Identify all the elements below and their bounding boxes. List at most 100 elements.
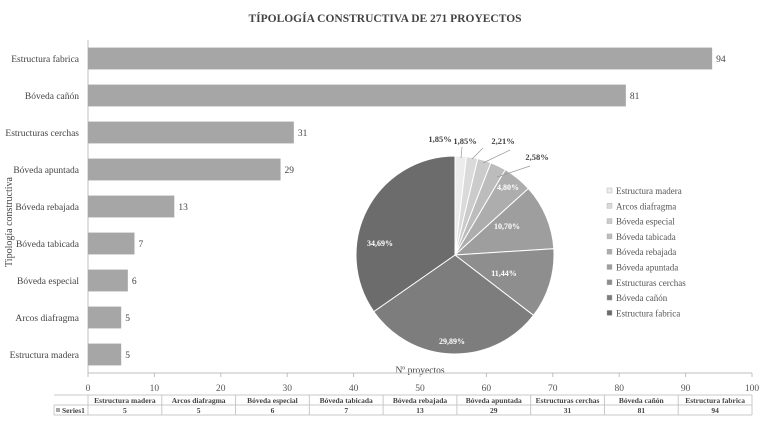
- legend-swatch: [606, 233, 613, 240]
- bar-category-label: Arcos diafragma: [15, 313, 79, 324]
- bar: [88, 195, 175, 218]
- legend-swatch: [606, 294, 613, 301]
- bar: [88, 84, 626, 107]
- legend-swatch: [606, 203, 613, 209]
- pie-legend: Estructura madera Arcos diafragma Bóveda e…: [606, 186, 686, 318]
- x-tick-label: 70: [548, 384, 558, 394]
- chart-title: TÍPOLOGÍA CONSTRUCTIVA DE 271 PROYECTOS: [248, 11, 521, 25]
- bar: [88, 343, 122, 366]
- legend-label: Bóveda rebajada: [616, 247, 676, 257]
- table-header-cell: Bóveda cañón: [619, 396, 665, 405]
- legend-swatch: [606, 279, 613, 285]
- pie-percent-label: 29,89%: [439, 337, 465, 346]
- bar-value-label: 5: [125, 314, 130, 324]
- y-axis-title: Tipología constructiva: [4, 176, 15, 266]
- x-tick-label: 50: [415, 384, 425, 394]
- bar-chart: 0 10 20 30 40 50 60 70 80 90 100 94 Estructura fabri…: [5, 40, 759, 394]
- table-header-cell: Bóveda tabicada: [320, 396, 373, 405]
- table-series-key: [56, 408, 60, 412]
- bar-value-label: 13: [178, 203, 188, 213]
- pie-percent-label: 1,85%: [428, 134, 451, 144]
- legend-label: Bóveda tabicada: [616, 232, 676, 242]
- bar-value-label: 81: [630, 92, 640, 102]
- bar: [88, 121, 294, 144]
- legend-label: Estructuras cerchas: [616, 278, 686, 288]
- table-value-cell: 31: [564, 406, 572, 415]
- bar-category-label: Bóveda tabicada: [16, 240, 80, 250]
- x-tick-label: 40: [349, 384, 359, 394]
- pie-percent-label: 4,80%: [497, 183, 519, 192]
- pie-slice: [355, 155, 456, 313]
- legend-swatch: [606, 310, 613, 316]
- legend-swatch: [606, 187, 613, 194]
- pie-percent-label: 2,58%: [525, 152, 548, 162]
- table-value-cell: 6: [271, 406, 275, 415]
- pie-leader-line: [460, 146, 463, 159]
- pie-slice: [453, 248, 555, 317]
- legend-swatch: [606, 248, 613, 255]
- x-tick-label: 90: [681, 384, 691, 394]
- bar-value-label: 94: [716, 55, 726, 65]
- bar-category-label: Bóveda apuntada: [13, 166, 79, 176]
- table-value-cell: 13: [416, 406, 424, 415]
- x-tick-label: 100: [745, 384, 760, 394]
- pie-leader-line: [496, 165, 531, 178]
- table-header-cell: Bóveda especial: [247, 396, 298, 405]
- bar: [88, 232, 135, 255]
- x-tick-label: 10: [150, 384, 160, 394]
- pie-slice: [373, 254, 535, 355]
- pie-percent-label: 1,85%: [453, 136, 476, 146]
- table-value-cell: 81: [638, 406, 646, 415]
- bar-category-label: Estructura madera: [10, 351, 80, 361]
- pie-leader-line: [482, 149, 511, 164]
- legend-label: Estructura fabrica: [616, 308, 680, 318]
- bar-category-label: Bóveda especial: [17, 277, 79, 287]
- bar: [88, 47, 713, 70]
- x-tick-label: 60: [482, 384, 492, 394]
- pie-chart: 1,85% 1,85% 2,21% 2,58% 4,80% 10,70% 11,44% 29,…: [355, 134, 555, 355]
- x-tick-label: 30: [282, 384, 292, 394]
- pie-leader-line: [471, 147, 484, 160]
- bar-category-label: Bóveda rebajada: [15, 203, 79, 213]
- x-tick-label: 80: [614, 384, 624, 394]
- table-header-cell: Bóveda rebajada: [393, 396, 447, 405]
- table-value-cell: 29: [490, 406, 498, 415]
- pie-slice: [453, 187, 555, 256]
- legend-label: Estructura madera: [616, 186, 682, 196]
- table-value-cell: 7: [344, 406, 348, 415]
- legend-swatch: [606, 218, 613, 224]
- x-tick-label: 20: [216, 384, 226, 394]
- pie-percent-label: 2,21%: [491, 136, 514, 146]
- bar-value-label: 6: [132, 277, 137, 287]
- bar-value-label: 31: [298, 129, 308, 139]
- bar-value-label: 7: [138, 240, 143, 250]
- table-value-cell: 94: [711, 406, 719, 415]
- legend-label: Bóveda apuntada: [616, 263, 678, 273]
- bar: [88, 269, 128, 292]
- legend-label: Bóveda especial: [616, 217, 675, 227]
- table-header-cell: Estructuras cerchas: [536, 396, 600, 405]
- bar-category-label: Estructuras cerchas: [5, 129, 79, 139]
- table-header-cell: Estructura madera: [94, 396, 156, 405]
- table-value-cell: 5: [123, 406, 127, 415]
- bar-category-label: Bóveda cañón: [25, 92, 79, 102]
- pie-percent-label: 34,69%: [367, 239, 393, 248]
- table-header-cell: Arcos diafragma: [172, 396, 226, 405]
- x-tick-label: 0: [86, 384, 91, 394]
- bar: [88, 158, 281, 181]
- bar-value-label: 29: [285, 166, 295, 176]
- table-series-name: Series1: [62, 406, 85, 415]
- bar-value-label: 5: [125, 351, 130, 361]
- table-header-cell: Estructura fabrica: [685, 396, 745, 405]
- table-header-cell: Bóveda apuntada: [466, 396, 522, 405]
- legend-label: Arcos diafragma: [616, 201, 676, 211]
- x-axis-title: Nº proyectos: [395, 366, 444, 376]
- bar: [88, 306, 122, 329]
- legend-swatch: [606, 264, 613, 270]
- table-value-cell: 5: [197, 406, 201, 415]
- legend-label: Bóveda cañón: [616, 293, 668, 303]
- bar-category-label: Estructura fabrica: [11, 54, 80, 65]
- pie-percent-label: 11,44%: [491, 269, 517, 278]
